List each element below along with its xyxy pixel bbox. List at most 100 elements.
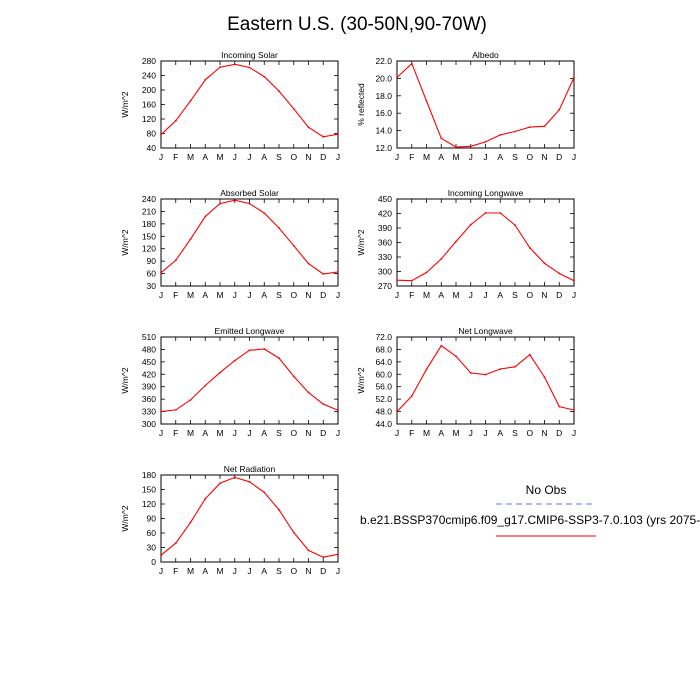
data-point — [204, 497, 207, 500]
x-tick-label: D — [556, 428, 562, 438]
data-point — [484, 373, 487, 376]
data-point — [233, 199, 236, 202]
y-axis-label: W/m^2 — [356, 229, 366, 255]
x-tick-label: M — [452, 428, 459, 438]
data-point — [278, 227, 280, 229]
data-point — [499, 368, 502, 370]
data-point — [160, 133, 162, 136]
data-point — [440, 258, 443, 260]
data-point — [233, 476, 236, 479]
y-tick-label: 360 — [378, 238, 392, 248]
data-point — [263, 75, 266, 78]
y-tick-label: 210 — [142, 206, 156, 216]
data-point — [322, 273, 325, 275]
y-tick-label: 90 — [147, 256, 157, 266]
y-tick-label: 180 — [142, 219, 156, 229]
data-point — [278, 508, 280, 511]
x-tick-label: M — [452, 290, 459, 300]
y-tick-label: 160 — [142, 100, 156, 110]
data-point — [219, 371, 221, 374]
y-tick-label: 420 — [142, 369, 156, 379]
data-point — [440, 137, 443, 140]
y-tick-label: 330 — [378, 252, 392, 262]
x-tick-label: O — [290, 566, 297, 576]
series-line — [160, 476, 339, 558]
x-tick-label: F — [409, 428, 414, 438]
x-tick-label: D — [556, 152, 562, 162]
x-tick-label: F — [173, 290, 178, 300]
data-point — [322, 135, 325, 138]
y-tick-label: 330 — [142, 407, 156, 417]
series-line — [396, 212, 575, 282]
y-tick-label: 450 — [378, 194, 392, 204]
y-tick-label: 12.0 — [375, 143, 392, 153]
x-tick-label: J — [483, 428, 487, 438]
y-tick-label: 0 — [151, 557, 156, 567]
data-point — [425, 368, 428, 371]
x-tick-label: A — [497, 428, 503, 438]
x-tick-label: J — [233, 566, 237, 576]
x-tick-label: A — [438, 428, 444, 438]
y-axis-label: W/m^2 — [120, 91, 130, 117]
data-point — [455, 146, 457, 149]
y-axis-label: W/m^2 — [356, 367, 366, 393]
x-tick-label: N — [305, 152, 311, 162]
y-tick-label: 280 — [142, 56, 156, 66]
data-point — [543, 376, 546, 378]
data-point — [528, 126, 531, 128]
y-tick-label: 20.0 — [375, 73, 392, 83]
y-tick-label: 80 — [147, 129, 157, 139]
x-tick-label: J — [247, 152, 251, 162]
x-tick-label: A — [202, 428, 208, 438]
x-tick-label: S — [512, 428, 518, 438]
data-point — [307, 391, 310, 394]
y-tick-label: 30 — [147, 543, 157, 553]
data-point — [558, 108, 561, 111]
data-point — [219, 202, 221, 205]
x-tick-label: M — [423, 428, 430, 438]
legend-obs-label: No Obs — [526, 483, 567, 497]
y-tick-label: 40 — [147, 143, 157, 153]
data-point — [528, 353, 531, 356]
y-tick-label: 68.0 — [375, 344, 392, 354]
data-point — [425, 271, 428, 274]
x-tick-label: A — [438, 290, 444, 300]
data-point — [410, 279, 413, 282]
y-tick-label: 300 — [142, 419, 156, 429]
y-tick-label: 48.0 — [375, 407, 392, 417]
data-point — [292, 244, 295, 247]
y-tick-label: 240 — [142, 194, 156, 204]
data-point — [160, 410, 162, 413]
x-tick-label: D — [320, 428, 326, 438]
x-tick-label: O — [526, 290, 533, 300]
x-tick-label: A — [261, 566, 267, 576]
x-tick-label: O — [290, 290, 297, 300]
x-tick-label: A — [497, 290, 503, 300]
x-tick-label: S — [276, 428, 282, 438]
x-tick-label: A — [261, 290, 267, 300]
x-tick-label: J — [247, 290, 251, 300]
x-tick-label: S — [276, 566, 282, 576]
data-point — [499, 134, 502, 136]
x-tick-label: M — [187, 290, 194, 300]
plot-frame — [396, 198, 575, 287]
series-line — [160, 199, 339, 275]
data-point — [425, 100, 428, 102]
y-tick-label: 510 — [142, 332, 156, 342]
data-point — [543, 262, 546, 265]
data-point — [396, 279, 398, 282]
legend: No Obs b.e21.BSSP370cmip6.f09_g17.CMIP6-… — [360, 483, 700, 537]
x-tick-label: A — [497, 152, 503, 162]
data-point — [337, 271, 339, 273]
data-point — [174, 542, 177, 544]
plot-frame — [396, 60, 575, 149]
x-tick-label: J — [395, 428, 399, 438]
x-tick-label: M — [216, 290, 223, 300]
x-tick-label: A — [261, 152, 267, 162]
x-tick-label: O — [290, 152, 297, 162]
data-point — [337, 409, 339, 412]
data-point — [263, 491, 266, 494]
y-tick-label: 30 — [147, 281, 157, 291]
